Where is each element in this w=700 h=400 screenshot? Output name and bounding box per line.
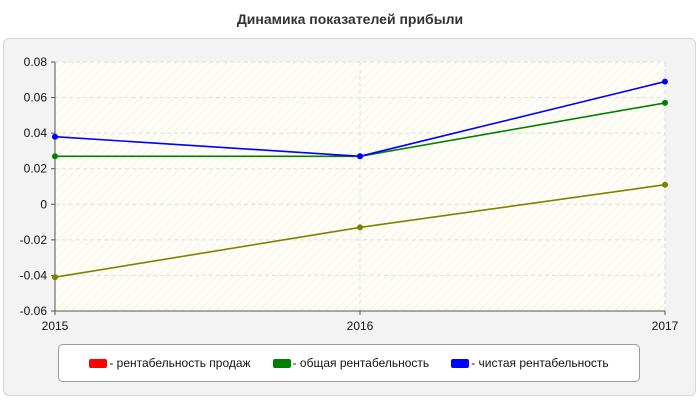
y-tick-label-3: 0.02 [24, 162, 48, 176]
legend-item-total-profitability[interactable]: - общая рентабельность [272, 356, 430, 370]
series-lines [52, 78, 668, 281]
legend: - рентабельность продаж - общая рентабел… [58, 344, 640, 382]
y-tick-label-0: 0.08 [24, 55, 48, 69]
chart-title: Динамика показателей прибыли [236, 11, 464, 27]
y-axis-ticks: 0.08 0.06 0.04 0.02 0 -0.02 -0.04 -0.06 [20, 55, 55, 318]
legend-swatch-total [272, 358, 291, 368]
x-axis-ticks: 2015 2016 2017 [42, 311, 679, 333]
legend-item-net-profitability[interactable]: - чистая рентабельность [451, 356, 609, 370]
plot-hatch [55, 62, 665, 311]
series-2-point-0 [52, 133, 58, 140]
legend-swatch-sales [89, 358, 108, 368]
y-tick-label-7: -0.06 [20, 304, 48, 318]
x-tick-label-1: 2016 [347, 319, 374, 333]
y-tick-label-1: 0.06 [24, 91, 48, 105]
y-tick-label-2: 0.04 [24, 126, 48, 140]
grid-lines [55, 61, 666, 311]
series-2-point-1 [357, 153, 363, 160]
series-1-point-0 [52, 153, 58, 160]
legend-label-sales: - рентабельность продаж [109, 356, 251, 370]
series-0-point-2 [662, 181, 668, 188]
x-tick-label-2: 2017 [652, 319, 679, 333]
series-2-point-2 [662, 78, 668, 85]
y-tick-label-6: -0.04 [20, 268, 48, 282]
legend-item-sales-profitability[interactable]: - рентабельность продаж [89, 356, 251, 370]
series-0-point-0 [52, 274, 58, 281]
y-tick-label-5: -0.02 [20, 233, 48, 247]
legend-label-net: - чистая рентабельность [471, 356, 609, 370]
legend-label-total: - общая рентабельность [292, 356, 430, 370]
series-1-point-2 [662, 99, 668, 106]
series-0-point-1 [357, 224, 363, 231]
y-tick-label-4: 0 [40, 197, 47, 211]
x-tick-label-0: 2015 [42, 319, 69, 333]
legend-swatch-net [451, 358, 470, 368]
